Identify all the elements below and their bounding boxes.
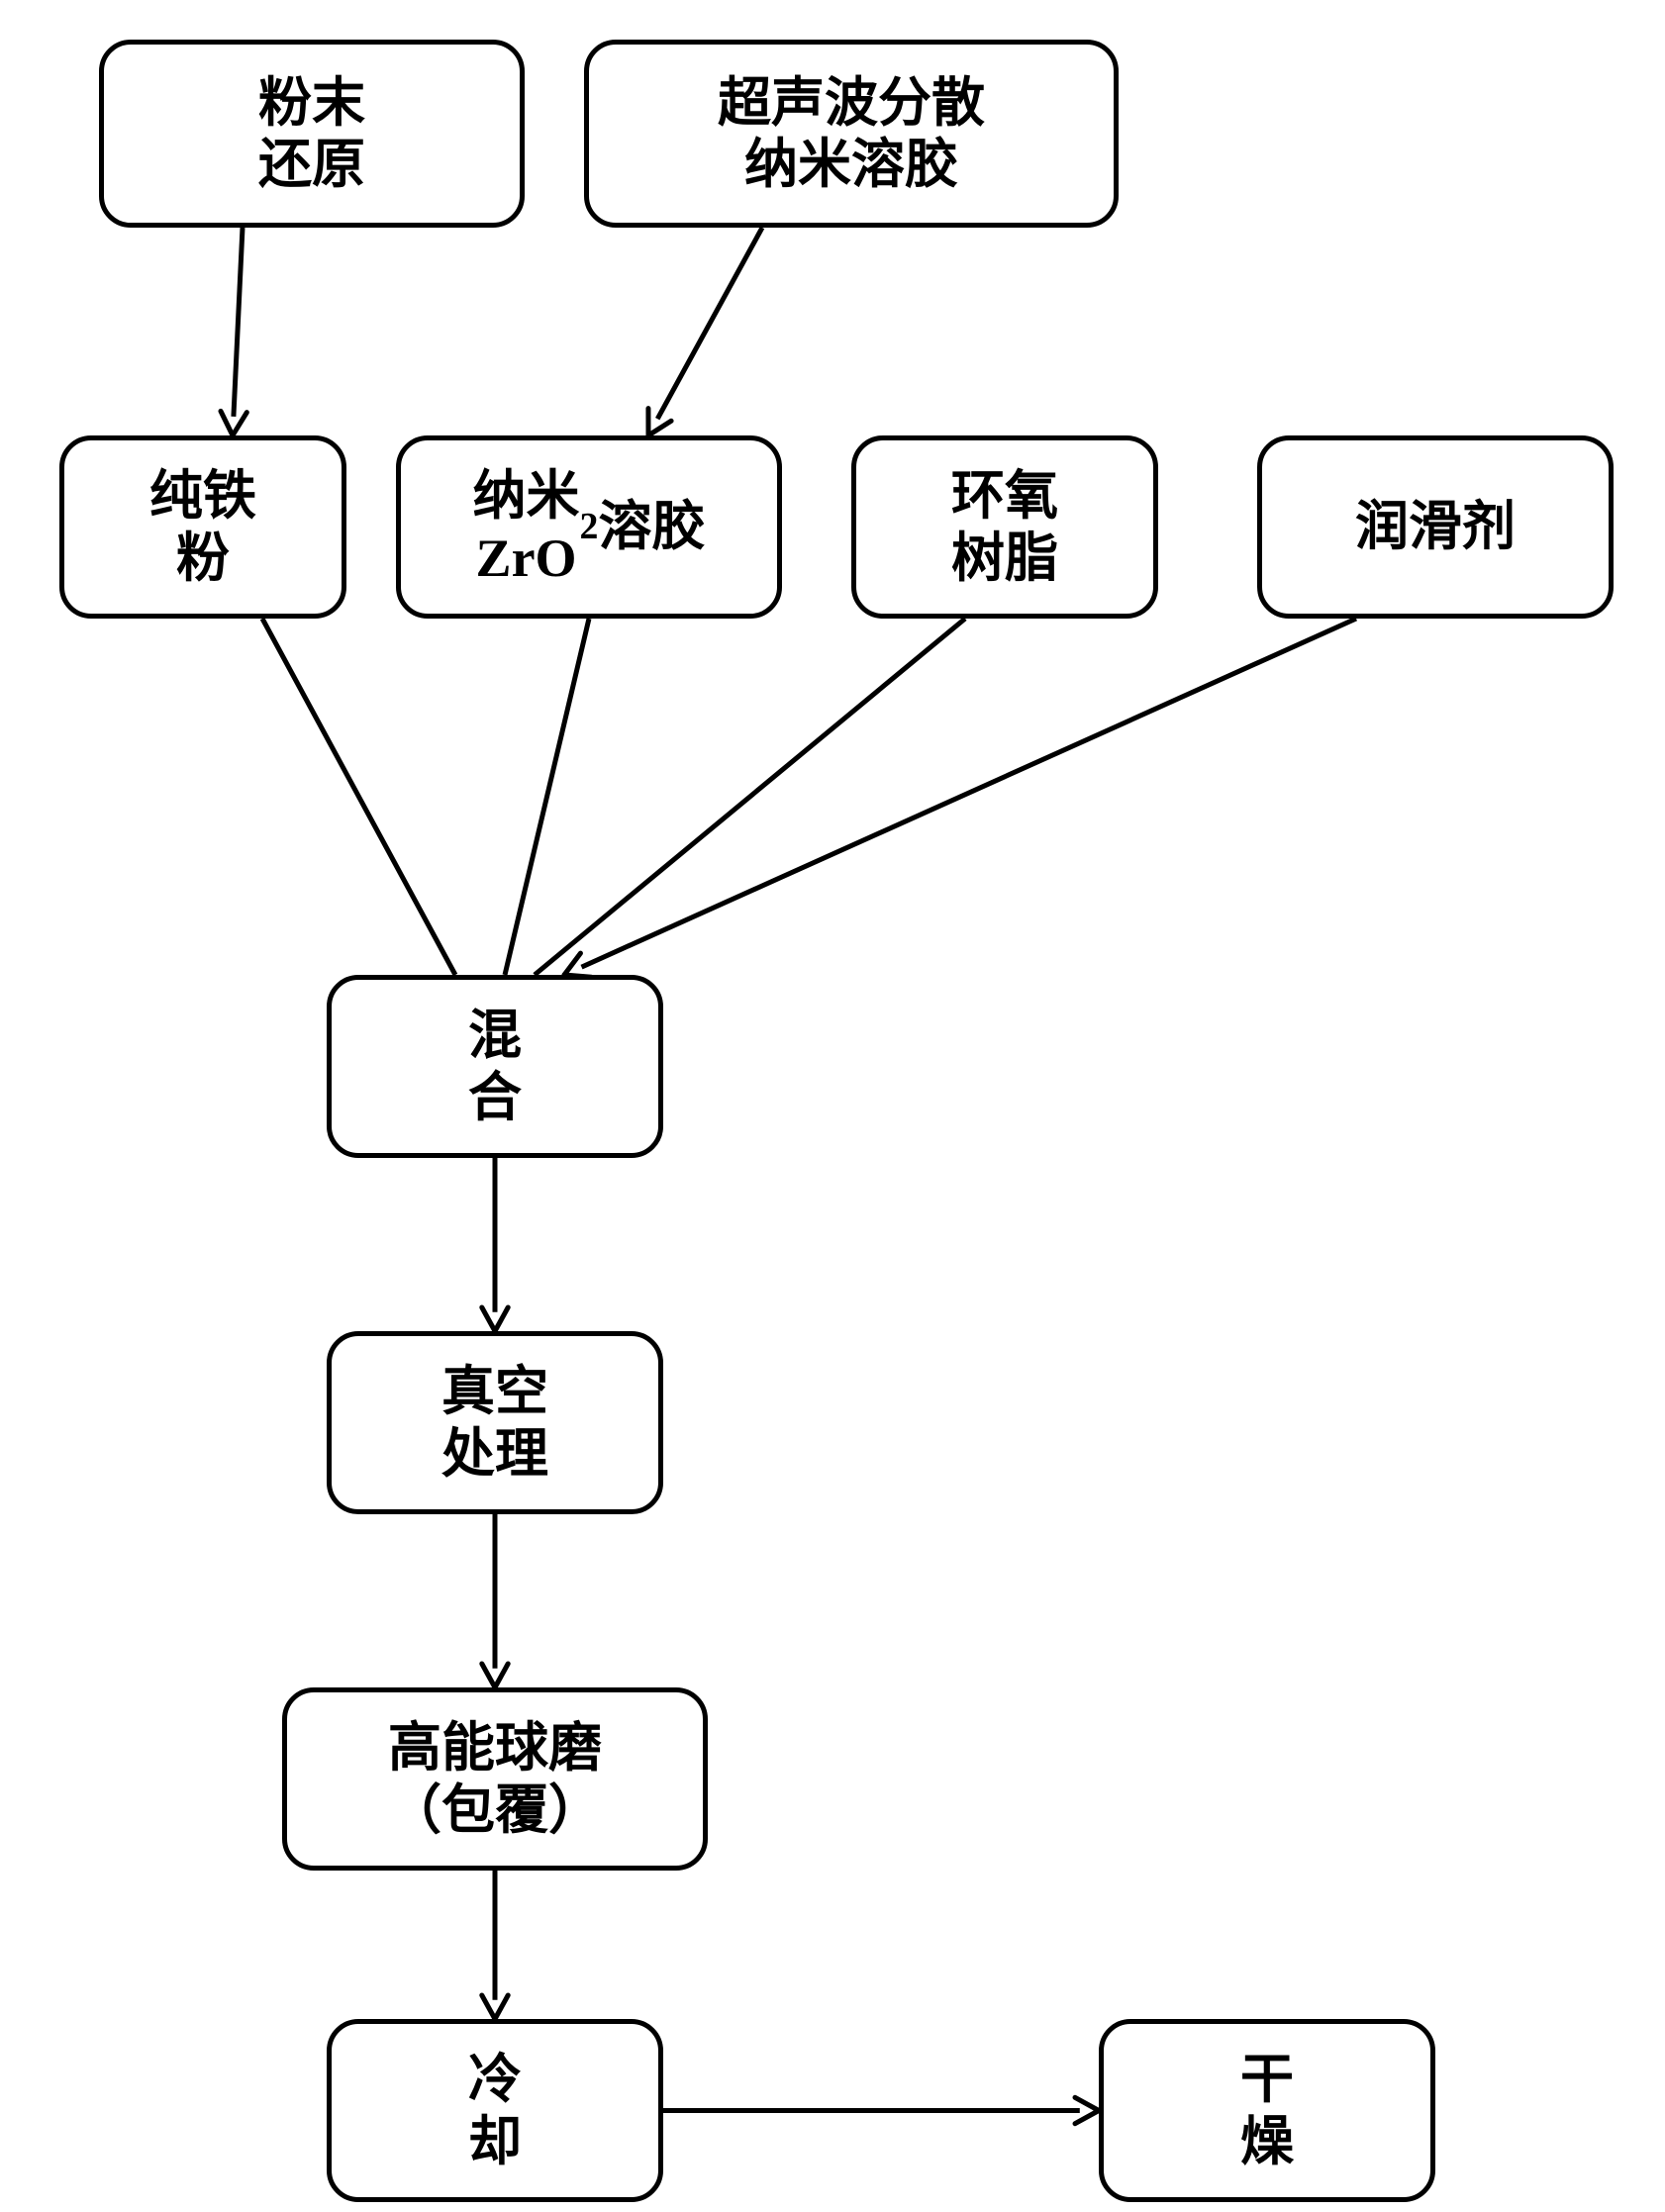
node-cool: 冷 却	[327, 2019, 663, 2202]
node-lubricant: 润滑剂	[1257, 435, 1614, 619]
node-mill: 高能球磨 （包覆）	[282, 1687, 708, 1871]
edges-layer	[0, 0, 1665, 2212]
node-mix: 混 合	[327, 975, 663, 1158]
node-nano-zro2-sol: 纳米ZrO2溶胶	[396, 435, 782, 619]
node-dry: 干 燥	[1099, 2019, 1435, 2202]
node-epoxy-resin: 环氧 树脂	[851, 435, 1158, 619]
node-row1-right: 超声波分散 纳米溶胶	[584, 40, 1119, 228]
node-pure-iron-powder: 纯铁 粉	[59, 435, 346, 619]
node-row1-left: 粉末 还原	[99, 40, 525, 228]
node-vacuum: 真空 处理	[327, 1331, 663, 1514]
